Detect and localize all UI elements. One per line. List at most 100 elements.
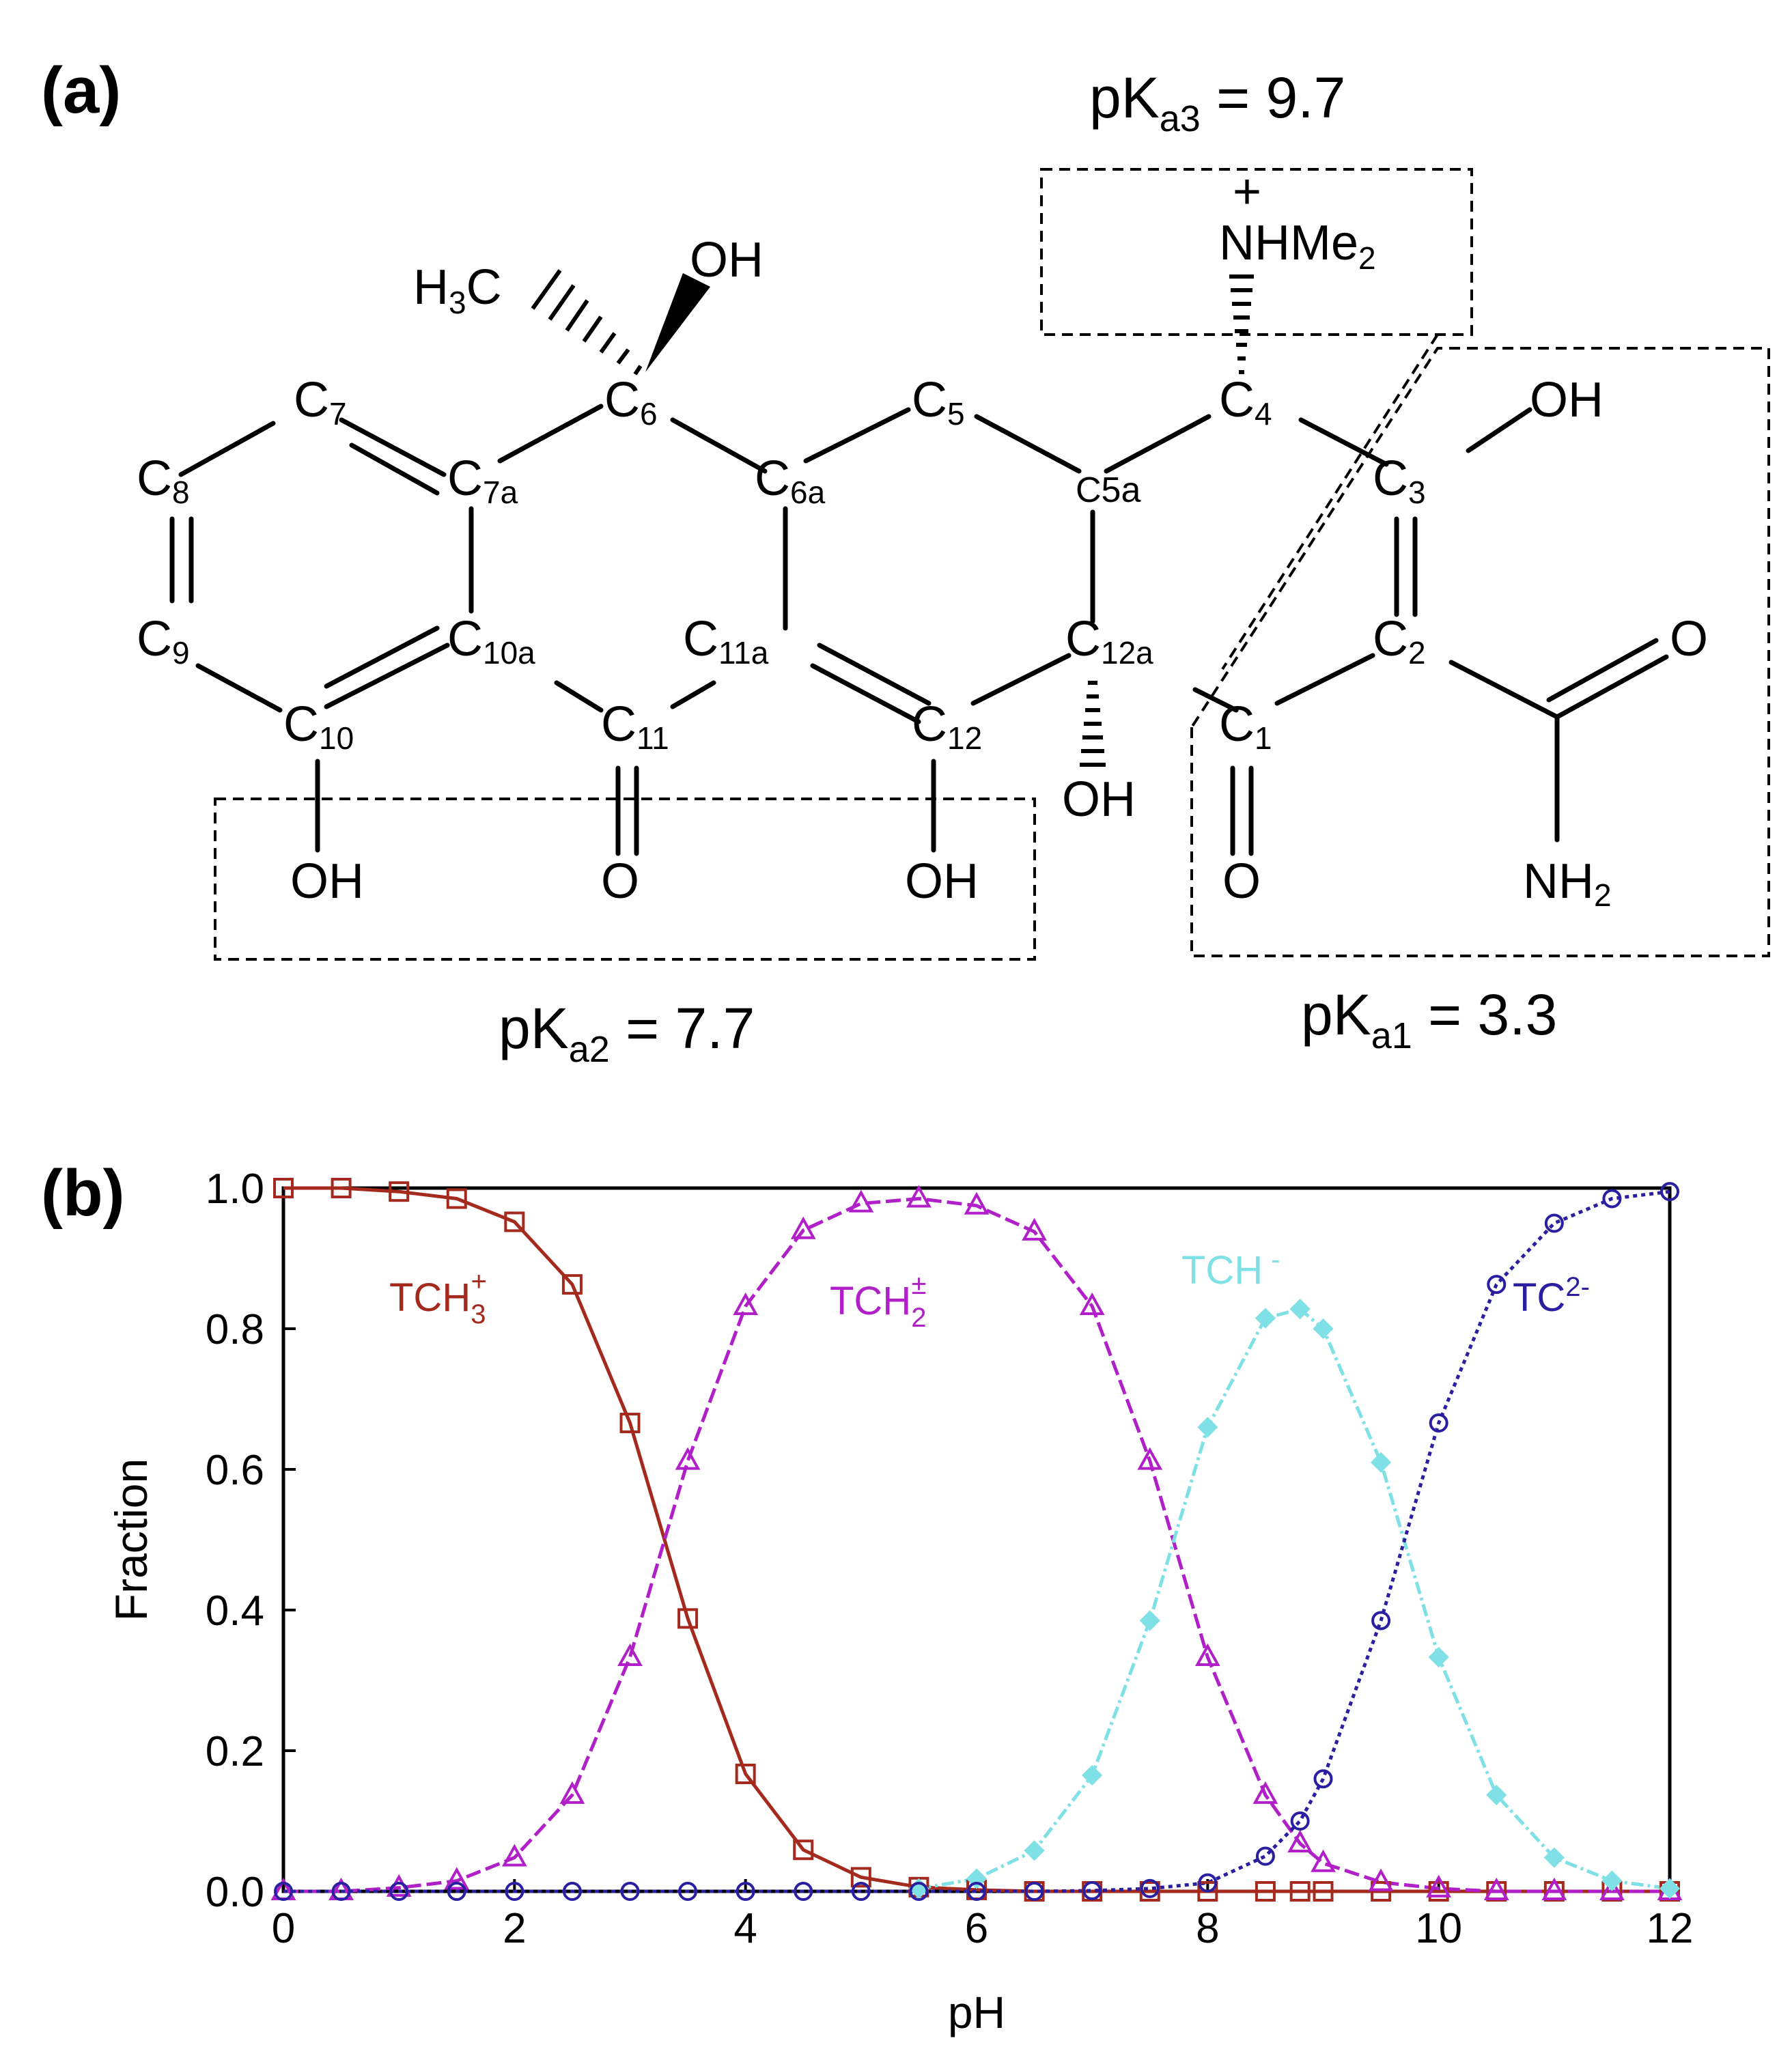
series-2-marker [1428,1646,1449,1668]
atom-nhme2: NHMe2 [1219,216,1376,276]
series-1-marker [848,1189,874,1213]
series-3-marker [1198,1873,1218,1893]
series-label-tch: TCH - [1181,1245,1280,1293]
pka3-group-box [1040,168,1473,336]
axis-ticks: 0 2 4 6 8 10 12 0.0 0.2 0.4 0.6 0.8 1.0 [206,1166,1694,1952]
series-1-marker [501,1844,527,1867]
series-0-marker [446,1188,467,1209]
atom-c3: C3 [1373,451,1426,510]
series-3-marker [1544,1213,1564,1233]
series-0-marker [504,1211,525,1232]
series-0-marker [1289,1881,1311,1902]
series-1-marker [906,1185,932,1208]
series-0-marker [677,1608,699,1629]
series-2-marker [1659,1878,1681,1900]
bond-camide-o [1554,654,1669,720]
series-1-marker [1599,1877,1625,1900]
bond-c9-c10 [195,663,283,713]
series-0-marker [1313,1881,1334,1902]
series-0-marker [1255,1881,1276,1902]
pka1-group-box [1190,347,1770,957]
series-0-marker [331,1178,352,1198]
atom-o-amide: O [1670,612,1708,666]
pka1-box-dash-connector [1221,333,1439,671]
bond-c5a-c4 [1104,414,1212,474]
hash-bond-c6-ch3 [531,269,643,376]
bond-c10-c10a-double [324,625,440,689]
bond-c6-c6a [670,417,768,474]
series-lines [283,1186,1670,1893]
atom-c2: C2 [1373,612,1426,671]
atom-c9: C9 [137,612,190,671]
y-tick-label: 1.0 [206,1166,264,1213]
series-markers [270,1178,1683,1902]
series-1-marker [964,1191,990,1215]
series-line-2 [918,1307,1670,1891]
bond-c1-c2 [1274,653,1375,706]
series-2-marker [1370,1452,1392,1473]
hash-bond-c12a-oh [1080,681,1106,767]
series-1-marker [790,1216,816,1239]
series-2-marker [1024,1840,1045,1861]
bond-c6a-c5 [803,407,911,464]
series-line-1 [283,1196,1670,1893]
bond-c8-c7 [178,421,276,477]
series-label-tc: TC2- [1513,1272,1590,1320]
series-3-marker [794,1882,813,1901]
series-3-marker [562,1882,582,1901]
series-0-marker [619,1413,641,1434]
pka2-label: pKa2 = 7.7 [499,996,755,1070]
atom-c5: C5 [912,373,965,432]
atom-oh-c6: OH [690,233,764,287]
series-3-marker [1602,1189,1622,1209]
series-3-marker [1371,1611,1391,1631]
series-label-tch3: TCH3+ [389,1267,487,1329]
series-3-marker [909,1882,929,1901]
x-tick-label: 8 [1196,1905,1219,1952]
series-3-marker [1487,1275,1507,1295]
series-3-marker [331,1882,351,1901]
series-0-marker [850,1867,871,1888]
series-0-marker [561,1274,583,1295]
series-1-marker [1194,1643,1220,1667]
series-2-marker [1486,1784,1507,1806]
atom-c10: C10 [283,697,354,756]
bond-c4-c3 [1298,417,1389,467]
series-1-marker [1368,1868,1394,1891]
x-tick-label: 4 [733,1905,757,1952]
plot-frame [281,1186,1672,1893]
series-3-marker [1082,1880,1102,1900]
series-1-marker [1541,1877,1567,1900]
series-2-marker [1197,1417,1218,1438]
series-3-marker [1140,1878,1160,1898]
atom-c1: C1 [1219,697,1272,756]
wedge-bond-c6-oh [645,273,710,372]
series-3-marker [389,1882,409,1901]
bond-c2-camide [1448,660,1560,720]
series-2-marker [1289,1299,1311,1320]
series-1-marker [617,1643,643,1667]
series-3-marker [851,1882,871,1901]
series-0-marker [793,1839,814,1861]
series-label-tch2: TCH2± [830,1270,926,1333]
bond-c7a-c6 [497,404,604,464]
atom-o-c11: O [601,854,639,909]
atom-h3c: H3C [413,260,502,320]
series-1-marker [1137,1447,1163,1470]
atom-oh-c12: OH [905,854,979,909]
series-2-marker [1082,1764,1103,1786]
series-1-marker [559,1781,585,1804]
pka1-label: pKa1 = 3.3 [1301,983,1557,1056]
bond-c7-c7a [339,417,447,477]
series-3-marker [274,1882,293,1901]
bond-c10-c10a [324,643,450,709]
atom-nh2: NH2 [1523,854,1612,913]
x-tick-label: 0 [272,1905,295,1952]
series-line-0 [283,1186,1670,1893]
series-3-marker [678,1882,698,1901]
atom-c12: C12 [912,697,982,756]
y-axis-label: Fraction [106,1458,156,1621]
bond-c7-c7a-double [349,442,440,496]
series-2-marker [1543,1847,1565,1868]
